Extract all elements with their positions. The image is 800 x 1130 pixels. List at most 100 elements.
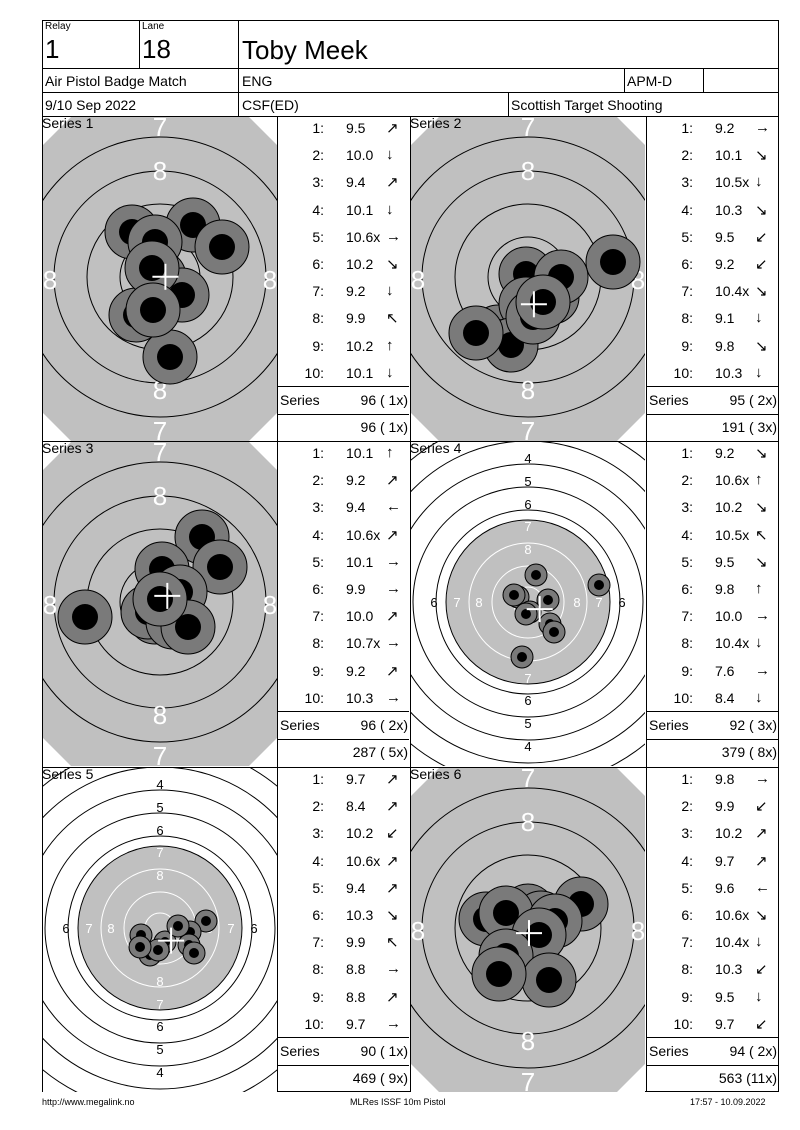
shot-number: 10: <box>304 364 324 381</box>
shot-score: 9.2 <box>715 120 735 136</box>
shot-number: 1: <box>312 120 324 136</box>
shot-direction-icon: → <box>386 634 401 652</box>
shot-direction-icon: ↓ <box>755 173 763 191</box>
shot-direction-icon: ↓ <box>755 933 763 951</box>
ring-label: 8 <box>153 156 167 186</box>
shot-number: 5: <box>312 879 324 896</box>
shot-direction-icon: → <box>755 119 770 136</box>
shot-score: 10.0 <box>715 608 743 625</box>
ring-label: 8 <box>43 590 57 620</box>
ring-label: 7 <box>521 117 535 142</box>
shot-direction-icon: ↗ <box>386 526 399 544</box>
shot-number: 2: <box>312 798 324 815</box>
shot-direction-icon: ↓ <box>386 200 394 218</box>
shot-direction-icon: ↘ <box>386 907 399 924</box>
series-title: Series 5 <box>42 766 94 782</box>
shot-score: 9.7 <box>346 1015 366 1032</box>
ring-label: 8 <box>263 265 277 295</box>
shot-score: 9.1 <box>715 310 735 327</box>
shot-direction-icon: ↘ <box>755 147 768 165</box>
shot-direction-icon: → <box>386 580 401 597</box>
ring-label: 7 <box>521 416 535 441</box>
shot-score: 10.3 <box>715 201 743 218</box>
shot-number: 6: <box>312 256 324 272</box>
shot-number: 3: <box>681 499 693 516</box>
shot-score: 9.2 <box>346 662 366 679</box>
cumulative-total: 469 ( 9x) <box>352 1070 408 1086</box>
club: CSF(ED) <box>242 97 299 113</box>
ring-label: 8 <box>521 1026 535 1056</box>
ring-label: 8 <box>153 481 167 511</box>
ring-label: 5 <box>524 716 531 731</box>
series-title: Series 1 <box>42 115 94 131</box>
shot-direction-icon: → <box>386 227 401 245</box>
shot-score: 9.8 <box>715 771 735 787</box>
shot-score: 10.4x <box>715 635 750 652</box>
shot-number: 7: <box>681 283 693 300</box>
shot-direction-icon: ↗ <box>386 662 399 680</box>
shot-direction-icon: ↓ <box>755 987 763 1005</box>
ring-label: 7 <box>156 997 163 1012</box>
footer-software: MLRes ISSF 10m Pistol <box>350 1097 446 1107</box>
shot-number: 6: <box>681 256 693 272</box>
shot-direction-icon: ↓ <box>386 363 394 381</box>
ring-label: 7 <box>156 845 163 860</box>
shot-number: 7: <box>312 608 324 625</box>
shot-score: 10.2 <box>346 256 374 272</box>
shot-score: 10.0 <box>346 608 374 625</box>
shot-direction-icon: ↙ <box>755 961 768 979</box>
group-center-cross <box>526 596 553 623</box>
shot-score: 9.9 <box>715 798 735 815</box>
shot-number: 5: <box>681 553 693 570</box>
footer-timestamp: 17:57 - 10.09.2022 <box>690 1097 766 1107</box>
shot-score: 9.7 <box>346 771 366 787</box>
shot-number: 1: <box>681 771 693 787</box>
series-title: Series 6 <box>410 766 462 782</box>
ring-label: 8 <box>475 595 482 610</box>
ring-label: 7 <box>85 921 92 936</box>
ring-label: 6 <box>62 921 69 936</box>
shot-number: 5: <box>312 553 324 570</box>
series-total: 92 ( 3x) <box>729 717 777 733</box>
shot-number: 3: <box>312 174 324 191</box>
shot-score: 10.6x <box>346 228 381 245</box>
shot-number: 4: <box>681 526 693 543</box>
shot-direction-icon: ↘ <box>755 201 768 219</box>
shot-direction-icon: ↗ <box>386 988 399 1006</box>
shot-direction-icon: ↘ <box>386 256 399 273</box>
target-3: 7 7 8 8 8 8 <box>43 442 277 766</box>
cumulative-total: 379 ( 8x) <box>721 744 777 760</box>
shot-score: 10.1 <box>715 147 743 164</box>
shot-score: 10.2 <box>715 499 743 516</box>
shot-score: 8.4 <box>715 689 735 706</box>
ring-label: 8 <box>107 921 114 936</box>
shot-score: 8.4 <box>346 798 366 815</box>
shot-number: 6: <box>312 907 324 923</box>
shot-direction-icon: ↙ <box>755 1015 768 1033</box>
lane-value: 18 <box>142 34 171 64</box>
ring-label: 7 <box>153 117 167 142</box>
ring-label: 6 <box>524 693 531 708</box>
shot-direction-icon: → <box>386 688 401 706</box>
shot-score: 9.8 <box>715 581 735 597</box>
shot-score: 9.8 <box>715 337 735 354</box>
organiser: Scottish Target Shooting <box>511 97 663 113</box>
series-total: 90 ( 1x) <box>360 1043 408 1059</box>
shot-number: 2: <box>312 472 324 489</box>
shot-score: 9.4 <box>346 499 366 516</box>
shot-direction-icon: ↗ <box>386 608 399 626</box>
series-title: Series 4 <box>410 440 462 456</box>
footer-url[interactable]: http://www.megalink.no <box>42 1097 135 1107</box>
shot-direction-icon: ↗ <box>386 120 399 137</box>
shot-score: 10.2 <box>346 825 374 842</box>
shot-direction-icon: ↖ <box>386 934 399 952</box>
ring-label: 7 <box>153 741 167 766</box>
shot-number: 8: <box>312 635 324 652</box>
shot-direction-icon: → <box>386 552 401 570</box>
shot-direction-icon: ↘ <box>755 499 768 517</box>
series-total: 94 ( 2x) <box>729 1043 777 1059</box>
shot-score: 9.2 <box>715 445 735 461</box>
group-center-cross <box>152 263 179 290</box>
ring-label: 8 <box>573 595 580 610</box>
